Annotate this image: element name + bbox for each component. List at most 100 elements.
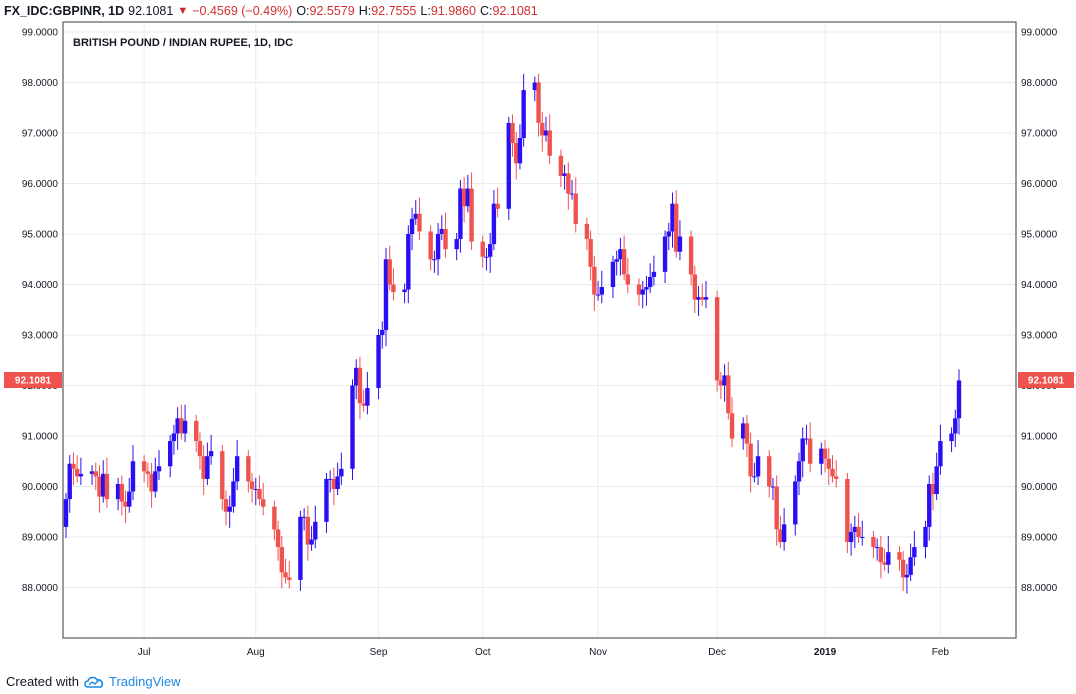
y-tick-label-left: 97.0000 — [22, 129, 59, 140]
candle-body — [774, 486, 779, 530]
candle-body — [744, 423, 750, 444]
open-value: 92.5579 — [309, 4, 355, 18]
y-tick-label-right: 96.0000 — [1021, 179, 1058, 190]
candle-body — [391, 284, 396, 293]
candle-body — [599, 287, 604, 295]
candle-body — [670, 203, 675, 232]
candle-body — [923, 526, 928, 548]
candle-body — [465, 188, 471, 207]
high-label: H: — [358, 4, 372, 18]
candle-body — [458, 188, 463, 240]
candle-body — [301, 516, 307, 518]
candle-body — [350, 385, 355, 469]
candle-body — [413, 213, 418, 219]
candle-body — [536, 82, 541, 123]
candle-body — [666, 231, 671, 237]
candle-body — [562, 173, 567, 176]
y-tick-label-right: 99.0000 — [1021, 28, 1058, 39]
candle-body — [800, 438, 805, 462]
candle-body — [781, 524, 787, 543]
chart-title: BRITISH POUND / INDIAN RUPEE, 1D, IDC — [73, 37, 293, 49]
candle-body — [324, 478, 329, 522]
candles — [63, 73, 962, 594]
y-tick-label-left: 94.0000 — [22, 280, 59, 291]
candle-body — [469, 188, 474, 242]
open-label: O: — [296, 4, 310, 18]
candle-body — [807, 438, 813, 464]
candle-body — [145, 471, 151, 474]
candle-body — [796, 461, 802, 482]
candle-body — [834, 476, 839, 479]
candle-body — [703, 297, 709, 300]
candle-body — [197, 441, 203, 457]
candle-body — [383, 259, 389, 330]
candle-body — [63, 499, 69, 527]
change-value: −0.4569 (−0.49%) — [192, 4, 293, 18]
candle-body — [484, 256, 489, 258]
candle-body — [778, 529, 783, 543]
tradingview-cloud-icon — [84, 676, 103, 688]
candle-body — [156, 466, 162, 472]
y-tick-label-right: 98.0000 — [1021, 78, 1058, 89]
candle-body — [651, 271, 657, 277]
candle-body — [78, 473, 84, 477]
candle-body — [767, 456, 772, 487]
candle-body — [234, 456, 240, 482]
x-axis: Jul Aug Sep Oct Nov Dec 2019 Feb — [138, 647, 950, 658]
candle-body — [495, 203, 500, 209]
y-tick-label-left: 91.0000 — [22, 432, 59, 443]
y-tick-label-left: 95.0000 — [22, 230, 59, 241]
grid — [63, 22, 1016, 638]
candle-body — [354, 367, 359, 386]
x-tick-label: Feb — [932, 647, 950, 658]
candle-body — [886, 552, 891, 565]
candle-body — [201, 456, 206, 479]
y-tick-label-left: 89.0000 — [22, 533, 59, 544]
candle-body — [127, 491, 132, 507]
candle-body — [852, 526, 858, 532]
candle-body — [644, 287, 649, 290]
candle-body — [171, 433, 177, 442]
low-value: 91.9860 — [430, 4, 477, 18]
y-tick-label-right: 95.0000 — [1021, 230, 1058, 241]
candle-body — [569, 193, 575, 195]
candle-body — [175, 418, 180, 434]
candle-body — [97, 476, 102, 497]
x-tick-label: Oct — [475, 647, 491, 658]
plot-frame — [62, 21, 1017, 639]
candle-body — [339, 468, 344, 477]
candle-body — [417, 213, 422, 232]
candlestick-chart[interactable]: BRITISH POUND / INDIAN RUPEE, 1D, IDC 99… — [0, 0, 1076, 674]
candle-body — [647, 276, 653, 288]
candle-body — [521, 90, 526, 139]
candle-body — [387, 259, 392, 285]
candle-body — [257, 489, 262, 500]
tradingview-brand[interactable]: TradingView — [108, 674, 181, 689]
y-tick-label-right: 97.0000 — [1021, 129, 1058, 140]
candle-body — [182, 420, 188, 434]
candle-body — [904, 574, 910, 578]
candle-body — [179, 418, 184, 434]
candle-body — [804, 438, 809, 440]
candle-body — [93, 471, 98, 477]
candle-body — [908, 557, 913, 575]
y-axis-left: 99.0000 98.0000 97.0000 96.0000 95.0000 94.00… — [22, 28, 59, 595]
y-tick-label-left: 99.0000 — [22, 28, 59, 39]
footer: Created with TradingView — [6, 674, 181, 689]
candle-body — [67, 463, 72, 500]
candle-body — [361, 403, 366, 406]
candle-body — [149, 473, 154, 492]
candle-body — [595, 294, 601, 296]
candle-body — [934, 466, 939, 495]
candle-body — [949, 433, 954, 442]
candle-body — [272, 506, 277, 530]
x-tick-label: Dec — [708, 647, 726, 658]
y-tick-label-right: 89.0000 — [1021, 533, 1058, 544]
candle-body — [532, 82, 538, 91]
candle-body — [205, 456, 210, 479]
last-price-tags: 92.1081 92.1081 — [4, 372, 1074, 389]
candle-body — [662, 236, 668, 272]
price-tag-right — [1018, 372, 1074, 389]
candle-body — [618, 249, 623, 260]
candle-body — [566, 173, 571, 194]
